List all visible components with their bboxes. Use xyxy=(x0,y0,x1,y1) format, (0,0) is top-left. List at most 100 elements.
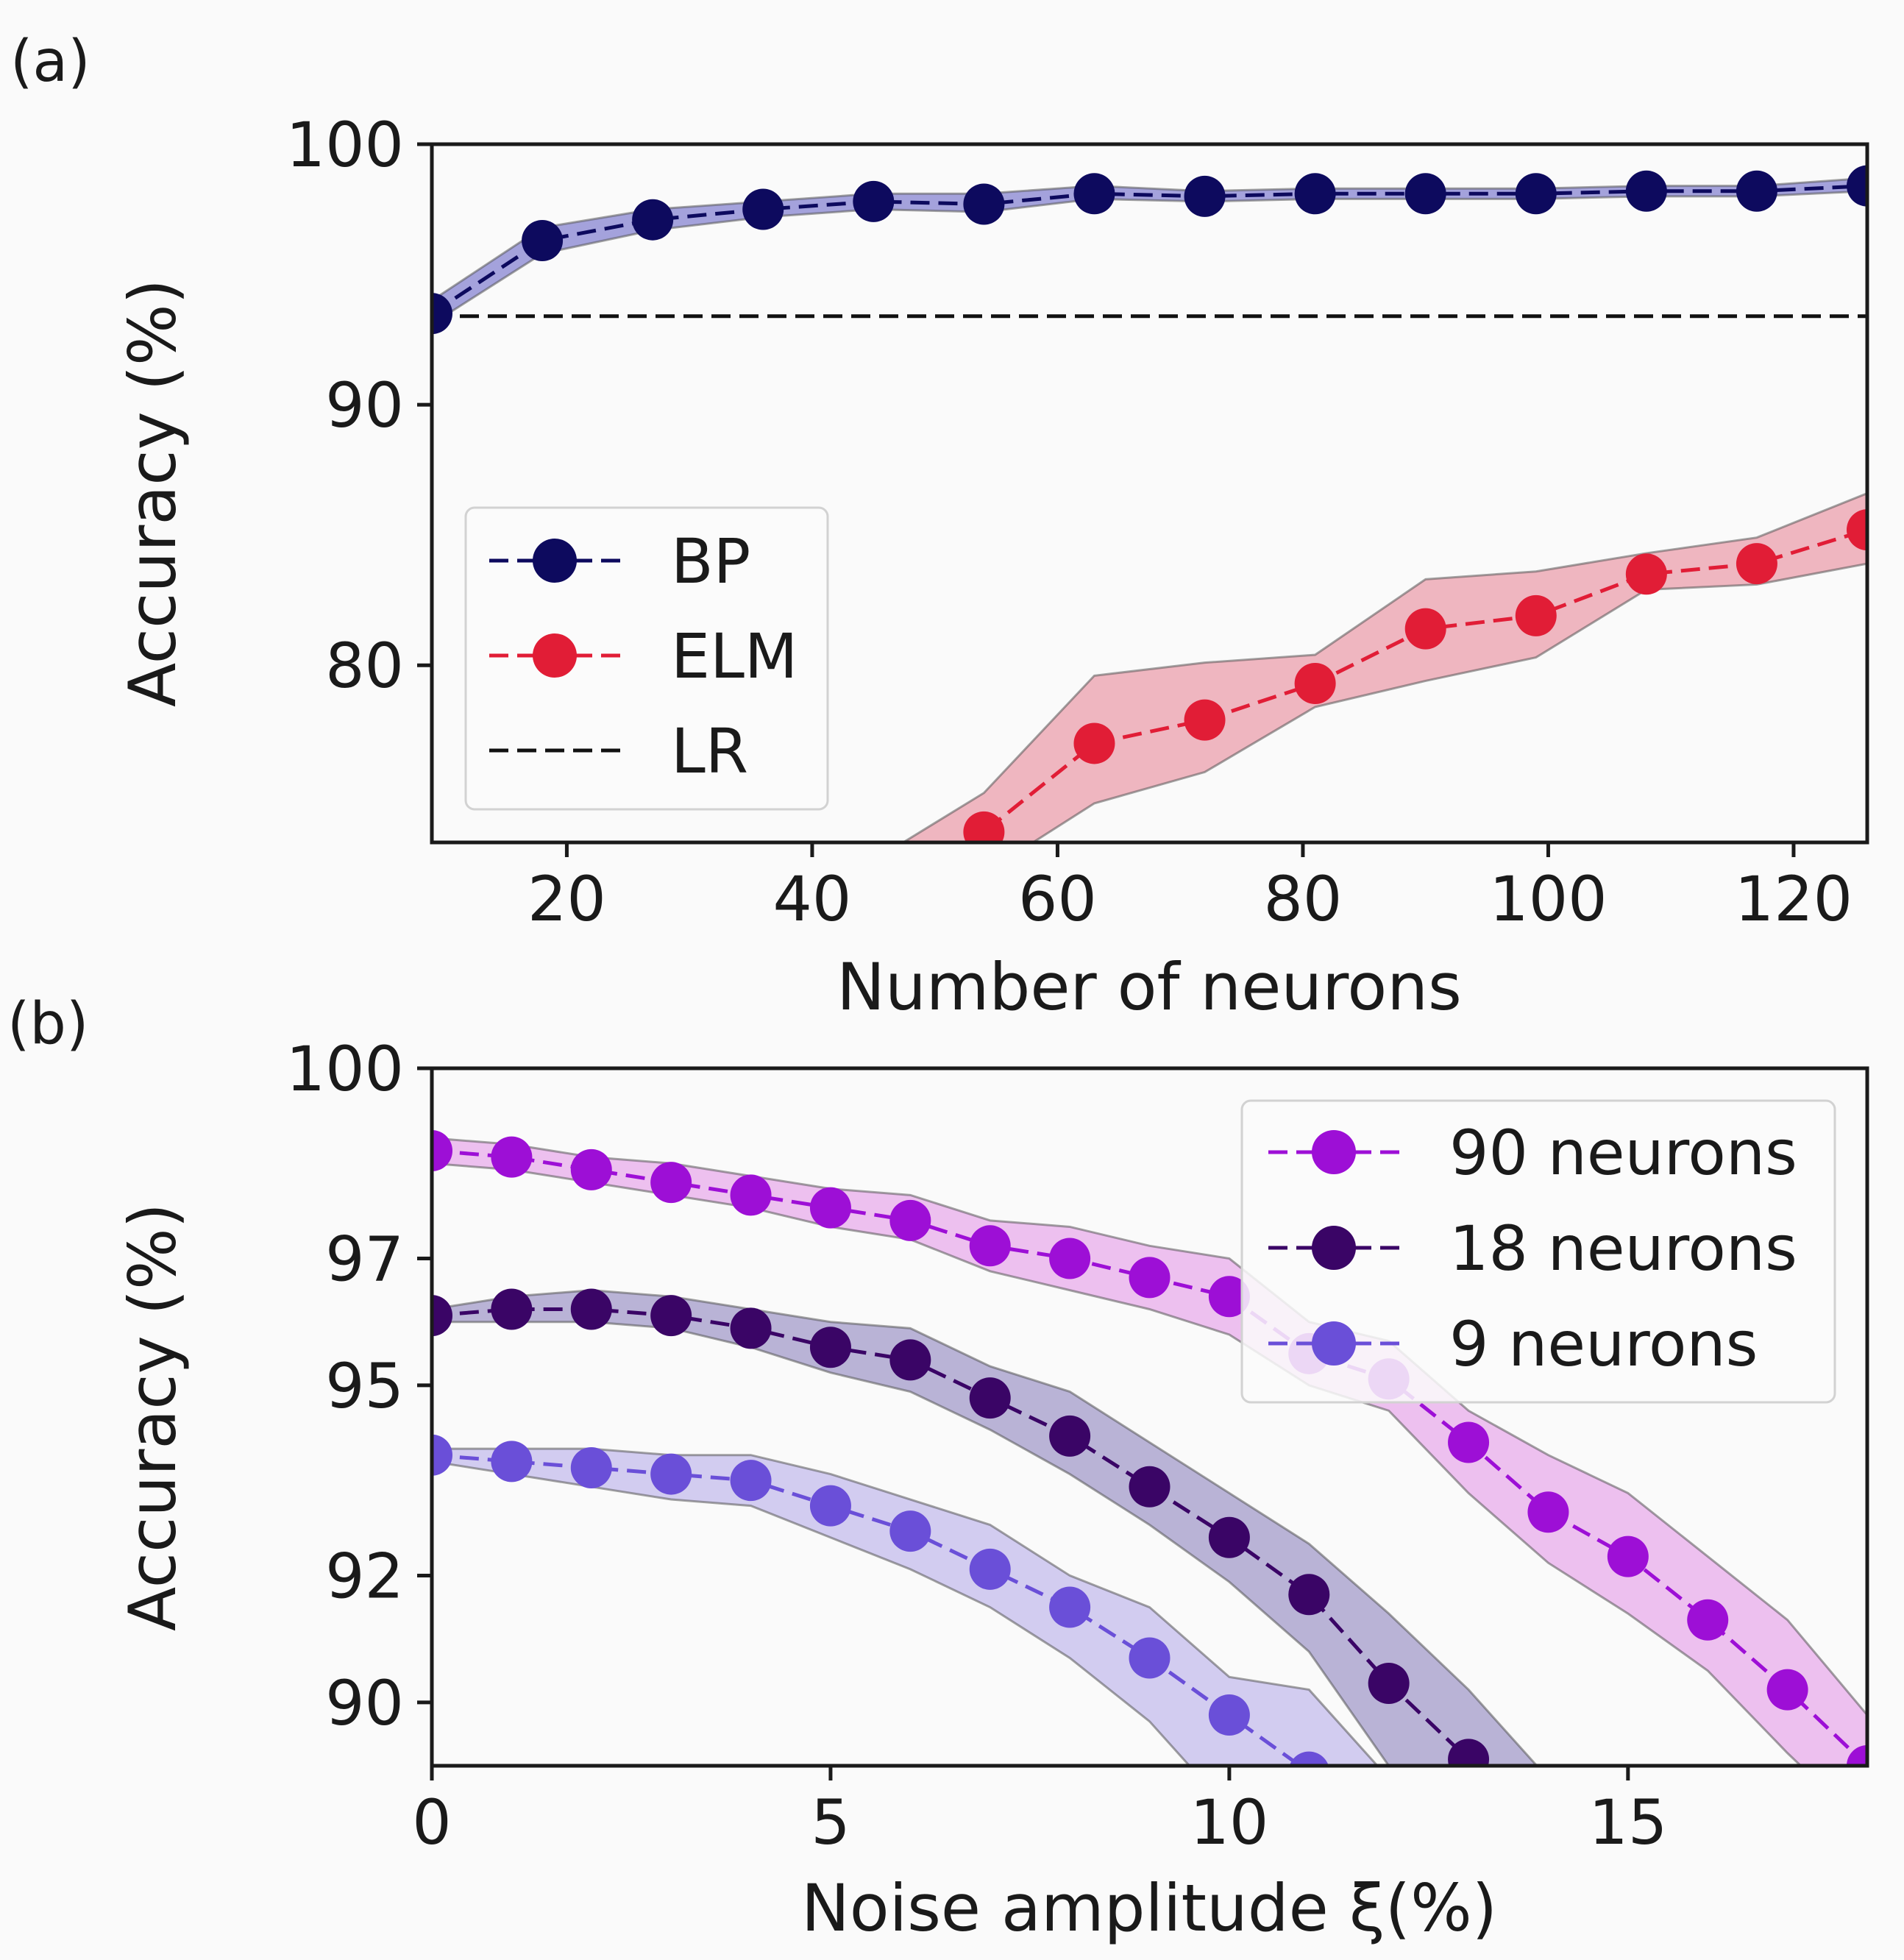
data-point-bp xyxy=(1294,173,1336,215)
data-point-90-neurons xyxy=(1448,1421,1490,1463)
panel-a-xtick-label: 40 xyxy=(772,863,851,935)
data-point-9-neurons xyxy=(1049,1586,1091,1628)
data-point-bp xyxy=(1625,170,1667,212)
panel-b-xtick-label: 10 xyxy=(1190,1786,1268,1858)
data-point-elm xyxy=(1294,662,1336,704)
panel-b-ytick-label: 95 xyxy=(325,1350,404,1422)
data-point-elm xyxy=(1404,608,1446,650)
data-point-bp xyxy=(1184,175,1226,217)
legend-entry-bp: BP xyxy=(489,525,750,597)
legend-marker-90-neurons xyxy=(1312,1130,1356,1174)
data-point-elm xyxy=(1625,553,1667,595)
data-point-9-neurons xyxy=(570,1446,612,1488)
data-point-90-neurons xyxy=(1687,1599,1729,1641)
panel-b-plot-area xyxy=(432,1130,1867,1766)
data-point-elm xyxy=(1515,594,1557,636)
legend-entry-18-neurons: 18 neurons xyxy=(1268,1212,1797,1285)
data-point-90-neurons xyxy=(1129,1257,1171,1299)
data-point-9-neurons xyxy=(432,1434,452,1476)
data-point-18-neurons xyxy=(730,1307,772,1349)
legend-entry-90-neurons: 90 neurons xyxy=(1268,1117,1797,1189)
legend-marker-bp xyxy=(533,539,577,583)
legend-label-lr: LR xyxy=(671,715,748,787)
data-point-bp xyxy=(1404,173,1446,215)
data-point-elm xyxy=(963,811,1005,842)
panel-b-ytick-label: 92 xyxy=(325,1540,404,1612)
panel-b-label: (b) xyxy=(7,991,88,1057)
legend-entry-elm: ELM xyxy=(489,620,798,692)
data-point-90-neurons xyxy=(1766,1669,1808,1711)
panel-a-xtick-label: 60 xyxy=(1018,863,1097,935)
data-point-90-neurons xyxy=(650,1162,692,1204)
data-point-bp xyxy=(1736,170,1777,212)
panel-a-ylabel: Accuracy (%) xyxy=(115,279,191,707)
legend-marker-elm xyxy=(533,633,577,678)
data-point-18-neurons xyxy=(1448,1739,1490,1766)
legend-marker-18-neurons xyxy=(1312,1226,1356,1270)
data-point-9-neurons xyxy=(491,1441,533,1483)
panel-b-ticks: 0 5 10 15 90 92 95 97 100 xyxy=(286,1033,1668,1858)
data-point-bp xyxy=(522,220,564,262)
legend-entry-lr: LR xyxy=(489,715,748,787)
panel-b-ytick-label: 100 xyxy=(286,1033,404,1105)
data-point-90-neurons xyxy=(491,1136,533,1178)
data-point-bp xyxy=(1073,173,1115,215)
data-point-9-neurons xyxy=(969,1548,1011,1590)
data-point-9-neurons xyxy=(1129,1637,1171,1679)
legend-label-18-neurons: 18 neurons xyxy=(1449,1212,1797,1285)
data-point-18-neurons xyxy=(889,1339,931,1381)
data-point-18-neurons xyxy=(1368,1662,1410,1704)
data-point-18-neurons xyxy=(1129,1466,1171,1508)
data-point-bp xyxy=(963,183,1005,225)
legend-label-9-neurons: 9 neurons xyxy=(1449,1308,1758,1380)
panel-b-legend: 90 neurons 18 neurons 9 neurons xyxy=(1240,1099,1836,1404)
panel-a-plot-area xyxy=(432,165,1867,842)
panel-a-ytick-label: 100 xyxy=(286,109,404,181)
panel-b: (b) 0 5 10 15 90 92 95 97 100 Noise amplitude ξ(… xyxy=(7,991,1869,1946)
legend-label-bp: BP xyxy=(671,525,750,597)
data-point-90-neurons xyxy=(1049,1238,1091,1279)
series-band-9-neurons xyxy=(432,1447,1379,1766)
data-point-90-neurons xyxy=(730,1174,772,1216)
panel-b-ytick-label: 97 xyxy=(325,1224,404,1296)
data-point-18-neurons xyxy=(809,1327,851,1368)
panel-b-xtick-label: 0 xyxy=(412,1786,451,1858)
data-point-18-neurons xyxy=(969,1377,1011,1419)
data-point-90-neurons xyxy=(1847,1745,1867,1766)
data-point-9-neurons xyxy=(730,1460,772,1502)
legend-label-elm: ELM xyxy=(671,620,798,692)
data-point-bp xyxy=(1515,173,1557,215)
panel-b-xlabel: Noise amplitude ξ(%) xyxy=(801,1870,1497,1946)
data-point-90-neurons xyxy=(809,1187,851,1229)
data-point-90-neurons xyxy=(1607,1535,1649,1577)
data-point-9-neurons xyxy=(1289,1751,1329,1766)
legend-label-90-neurons: 90 neurons xyxy=(1449,1117,1797,1189)
panel-a-xtick-label: 120 xyxy=(1735,863,1853,935)
data-point-90-neurons xyxy=(432,1130,452,1172)
data-point-9-neurons xyxy=(889,1510,931,1552)
data-point-elm xyxy=(1847,509,1867,551)
panel-a-ytick-label: 90 xyxy=(325,369,404,441)
legend-entry-9-neurons: 9 neurons xyxy=(1268,1308,1758,1380)
data-point-elm xyxy=(1736,543,1777,585)
data-point-90-neurons xyxy=(1208,1276,1250,1318)
panel-a-xtick-label: 100 xyxy=(1489,863,1607,935)
data-point-90-neurons xyxy=(969,1225,1011,1267)
panel-b-axes-frame xyxy=(430,1066,1869,1768)
data-point-9-neurons xyxy=(650,1453,692,1495)
data-point-90-neurons xyxy=(1527,1491,1569,1533)
panel-b-ytick-label: 90 xyxy=(325,1667,404,1739)
data-point-90-neurons xyxy=(889,1199,931,1241)
panel-a-xtick-label: 80 xyxy=(1263,863,1342,935)
panel-a-xlabel: Number of neurons xyxy=(836,949,1462,1025)
data-point-elm xyxy=(1184,699,1226,741)
data-point-18-neurons xyxy=(1288,1574,1330,1616)
data-point-18-neurons xyxy=(1049,1415,1091,1457)
series-band-bp xyxy=(432,177,1867,326)
panel-a-legend-box xyxy=(464,506,829,811)
data-point-90-neurons xyxy=(570,1148,612,1190)
panel-a-axes-frame xyxy=(430,142,1869,845)
data-point-bp xyxy=(632,199,674,241)
